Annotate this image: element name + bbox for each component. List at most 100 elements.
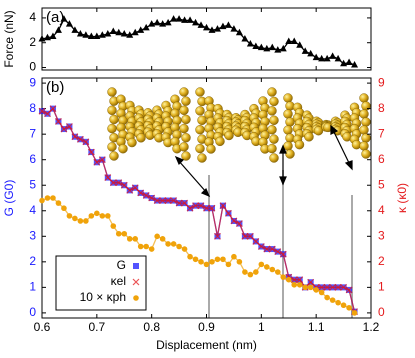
data-point xyxy=(329,283,337,291)
data-point xyxy=(181,16,189,23)
data-point xyxy=(49,32,57,40)
y2-tick-label: 9 xyxy=(378,75,385,89)
atom xyxy=(179,142,189,152)
data-point xyxy=(225,261,232,268)
data-point xyxy=(76,30,84,37)
data-point xyxy=(280,274,287,280)
data-point xyxy=(242,269,248,275)
data-line xyxy=(41,18,355,66)
data-point xyxy=(187,253,193,260)
data-point xyxy=(115,230,122,237)
data-point xyxy=(340,59,348,67)
data-point xyxy=(246,39,254,47)
atom xyxy=(195,143,205,154)
data-point xyxy=(115,28,123,36)
data-point xyxy=(285,276,292,283)
data-point xyxy=(87,148,95,156)
structure-illustrations xyxy=(107,87,371,163)
data-point xyxy=(181,199,188,207)
data-point xyxy=(121,230,128,237)
data-point xyxy=(219,202,227,210)
atom xyxy=(107,105,117,115)
data-point xyxy=(49,105,57,113)
data-point xyxy=(65,20,73,27)
x-axis-label: Displacement (nm) xyxy=(156,338,257,352)
legend-label: κel xyxy=(111,274,126,288)
y-tick-label: 4 xyxy=(29,203,36,217)
data-point xyxy=(197,21,205,28)
data-point xyxy=(263,245,271,253)
data-point xyxy=(110,223,117,229)
data-point xyxy=(313,287,319,293)
data-point xyxy=(65,123,73,130)
data-point xyxy=(324,294,330,301)
y2-tick-label: 7 xyxy=(378,126,385,140)
atom xyxy=(285,149,295,159)
data-point xyxy=(235,28,243,36)
data-point xyxy=(142,23,150,31)
data-point xyxy=(105,213,111,219)
atom xyxy=(267,143,277,154)
atom xyxy=(359,141,369,151)
data-point xyxy=(258,261,265,268)
data-point xyxy=(153,18,161,26)
data-point xyxy=(120,181,128,189)
atom xyxy=(269,115,279,125)
data-point xyxy=(61,205,67,212)
data-point xyxy=(104,30,112,37)
data-point xyxy=(224,21,232,28)
atom xyxy=(107,123,117,134)
x-tick-label: 0.7 xyxy=(88,320,105,334)
data-point xyxy=(131,184,139,192)
data-point xyxy=(142,192,150,199)
atom xyxy=(359,109,369,119)
data-point xyxy=(164,197,172,204)
data-point xyxy=(203,23,210,31)
atom xyxy=(283,93,293,103)
data-point xyxy=(274,269,281,275)
atom xyxy=(118,144,128,154)
data-point xyxy=(219,22,227,30)
data-line xyxy=(41,197,355,314)
data-point xyxy=(148,194,156,202)
data-point xyxy=(296,276,304,284)
data-point xyxy=(253,269,259,275)
data-point xyxy=(93,32,101,40)
data-point xyxy=(83,218,89,224)
annotation-guides xyxy=(208,170,353,318)
data-point xyxy=(159,20,167,27)
data-point xyxy=(93,158,101,166)
atom xyxy=(215,136,225,147)
data-point xyxy=(246,232,254,240)
data-point xyxy=(88,213,95,219)
atom xyxy=(109,151,119,161)
data-point xyxy=(186,16,194,23)
data-point xyxy=(203,261,210,268)
atom xyxy=(107,142,117,152)
data-point xyxy=(82,138,90,146)
data-point xyxy=(38,107,46,115)
data-point xyxy=(126,31,134,38)
data-point xyxy=(44,195,51,201)
data-point xyxy=(290,276,298,284)
data-point xyxy=(159,197,167,204)
data-point xyxy=(43,33,51,41)
atom xyxy=(136,133,146,143)
atom xyxy=(127,137,137,148)
y-axis-label: Force (nN) xyxy=(2,10,16,67)
data-point xyxy=(99,213,106,219)
data-point xyxy=(39,197,45,204)
data-point xyxy=(94,210,100,217)
data-point xyxy=(264,264,270,270)
atom xyxy=(181,151,191,161)
atom xyxy=(361,149,371,159)
data-point xyxy=(126,236,133,242)
atom xyxy=(283,125,293,135)
y-tick-label: 2 xyxy=(29,35,36,49)
y-tick-label: 7 xyxy=(29,126,36,140)
y2-tick-label: 6 xyxy=(378,152,385,166)
data-point xyxy=(230,25,238,32)
data-point xyxy=(301,47,309,54)
data-point xyxy=(214,232,221,240)
data-point xyxy=(323,283,331,291)
